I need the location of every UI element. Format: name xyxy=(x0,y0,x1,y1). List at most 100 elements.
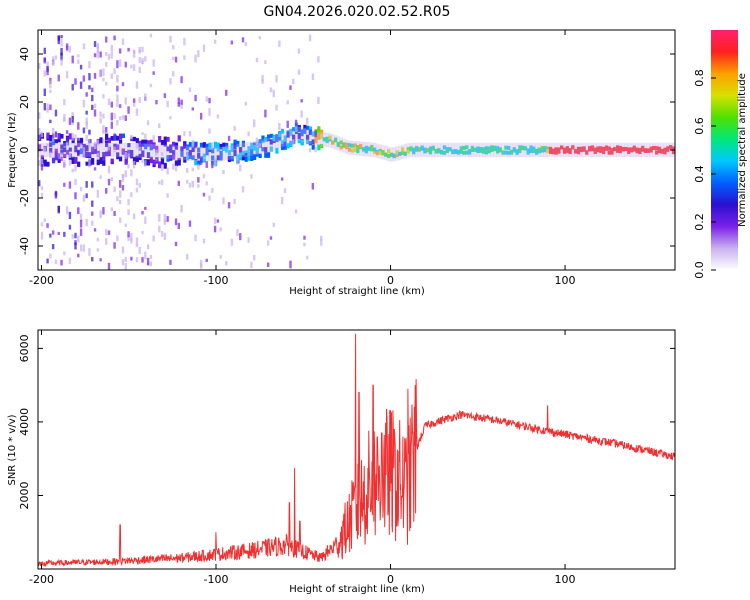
spectrogram-cell xyxy=(130,149,134,155)
spectrogram-cell xyxy=(191,180,194,188)
spectrogram-cell xyxy=(130,64,133,69)
spectrogram-ytick-label: 40 xyxy=(18,47,31,61)
spectrogram-cell xyxy=(91,94,94,102)
spectrogram-cell xyxy=(71,132,74,141)
spectrogram-cell xyxy=(82,244,86,252)
spectrogram-cell xyxy=(236,157,239,165)
spectrogram-cell xyxy=(82,143,86,149)
spectrogram-cell xyxy=(568,142,572,158)
spectrogram-cell xyxy=(163,213,167,222)
spectrogram-cell xyxy=(135,243,139,248)
spectrogram-cell xyxy=(465,142,469,158)
spectrogram-cell xyxy=(138,140,142,147)
spectrogram-cell xyxy=(68,147,72,152)
spectrogram-cell xyxy=(74,142,78,158)
spectrogram-cell xyxy=(266,152,271,158)
spectrogram-cell xyxy=(286,143,290,149)
spectrogram-cell xyxy=(82,127,86,134)
spectrogram-cell xyxy=(244,155,248,162)
spectrogram-cell xyxy=(509,150,514,155)
spectrogram-cell xyxy=(118,59,122,67)
spectrogram-cell xyxy=(507,142,511,158)
spectrogram-cell xyxy=(124,61,127,68)
spectrogram-cell xyxy=(68,153,72,158)
spectrogram-cell xyxy=(532,142,536,158)
spectrogram-cell xyxy=(272,134,276,142)
spectrogram-cell xyxy=(401,147,405,152)
spectrogram-cell xyxy=(473,142,477,158)
spectrogram-cell xyxy=(88,139,91,148)
spectrogram-cell xyxy=(306,117,309,125)
spectrogram-cell xyxy=(121,82,125,87)
spectrogram-cell xyxy=(328,133,332,148)
spectrogram-cell xyxy=(127,142,131,158)
spectrogram-cell xyxy=(188,220,192,227)
spectrogram-cell xyxy=(239,150,243,158)
spectrogram-cell xyxy=(118,179,122,188)
spectrogram-cell xyxy=(77,142,81,158)
spectrogram-cell xyxy=(230,145,234,153)
spectrogram-cell xyxy=(138,46,141,53)
spectrogram-cell xyxy=(185,144,190,151)
spectrogram-cell xyxy=(618,142,623,158)
spectrogram-cell xyxy=(188,149,192,156)
snr-ticks: -200 -100 0 100 2000 4000 6000 xyxy=(18,330,675,586)
spectrogram-cell xyxy=(63,231,66,237)
spectrogram-cell xyxy=(565,146,569,151)
spectrogram-cell xyxy=(110,112,114,121)
spectrogram-cell xyxy=(49,80,52,89)
spectrogram-cell xyxy=(655,150,659,155)
spectrogram-cell xyxy=(317,133,321,140)
spectrogram-cell xyxy=(250,142,254,150)
spectrogram-cell xyxy=(105,127,108,133)
spectrogram-cell xyxy=(49,89,52,93)
spectrogram-cell xyxy=(297,125,301,132)
spectrogram-cell xyxy=(197,163,200,170)
spectrogram-cell xyxy=(300,110,303,118)
spectrogram-cell xyxy=(599,142,603,158)
spectrogram-cell xyxy=(481,142,486,158)
spectrogram-cell xyxy=(230,238,234,246)
spectrogram-cell xyxy=(322,132,327,147)
spectrogram-cell xyxy=(149,261,153,267)
spectrogram-cell xyxy=(596,148,600,153)
spectrogram-cell xyxy=(121,142,125,158)
snr-panel: -200 -100 0 100 2000 4000 6000 Height of strai… xyxy=(7,329,676,595)
spectrogram-cell xyxy=(54,131,58,138)
spectrogram-cell xyxy=(451,142,455,158)
spectrogram-cell xyxy=(266,240,270,246)
spectrogram-cell xyxy=(60,152,63,157)
spectrogram-cell xyxy=(40,231,44,240)
spectrogram-cell xyxy=(202,44,206,52)
spectrogram-cell xyxy=(227,135,231,142)
spectrogram-cell xyxy=(230,155,234,162)
spectrogram-cell xyxy=(543,146,547,151)
spectrogram-cell xyxy=(275,134,279,150)
spectrogram-cell xyxy=(102,138,105,143)
spectrogram-cell xyxy=(264,60,267,64)
spectrogram-cell xyxy=(616,142,620,158)
spectrogram-cell xyxy=(135,142,139,149)
spectrogram-cell xyxy=(77,235,80,243)
spectrogram-cell xyxy=(54,139,58,144)
spectrogram-cell xyxy=(63,159,66,168)
spectrogram-cell xyxy=(294,127,299,133)
spectrogram-cell xyxy=(149,139,153,146)
spectrogram-cell xyxy=(93,142,97,150)
spectrogram-cell xyxy=(381,150,385,155)
spectrogram-cell xyxy=(657,146,662,151)
spectrogram-cell xyxy=(557,142,561,158)
spectrogram-cell xyxy=(345,142,349,147)
spectrogram-cell xyxy=(233,139,237,147)
spectrogram-cell xyxy=(632,142,636,158)
spectrogram-cell xyxy=(320,131,324,147)
spectrogram-cell xyxy=(199,143,204,148)
spectrogram-cell xyxy=(127,164,130,169)
spectrogram-cell xyxy=(604,146,609,151)
spectrogram-cell xyxy=(152,235,155,242)
spectrogram-cell xyxy=(91,149,95,155)
spectrogram-cell xyxy=(253,140,257,156)
spectrogram-cell xyxy=(641,147,645,152)
spectrogram-cell xyxy=(194,54,197,63)
